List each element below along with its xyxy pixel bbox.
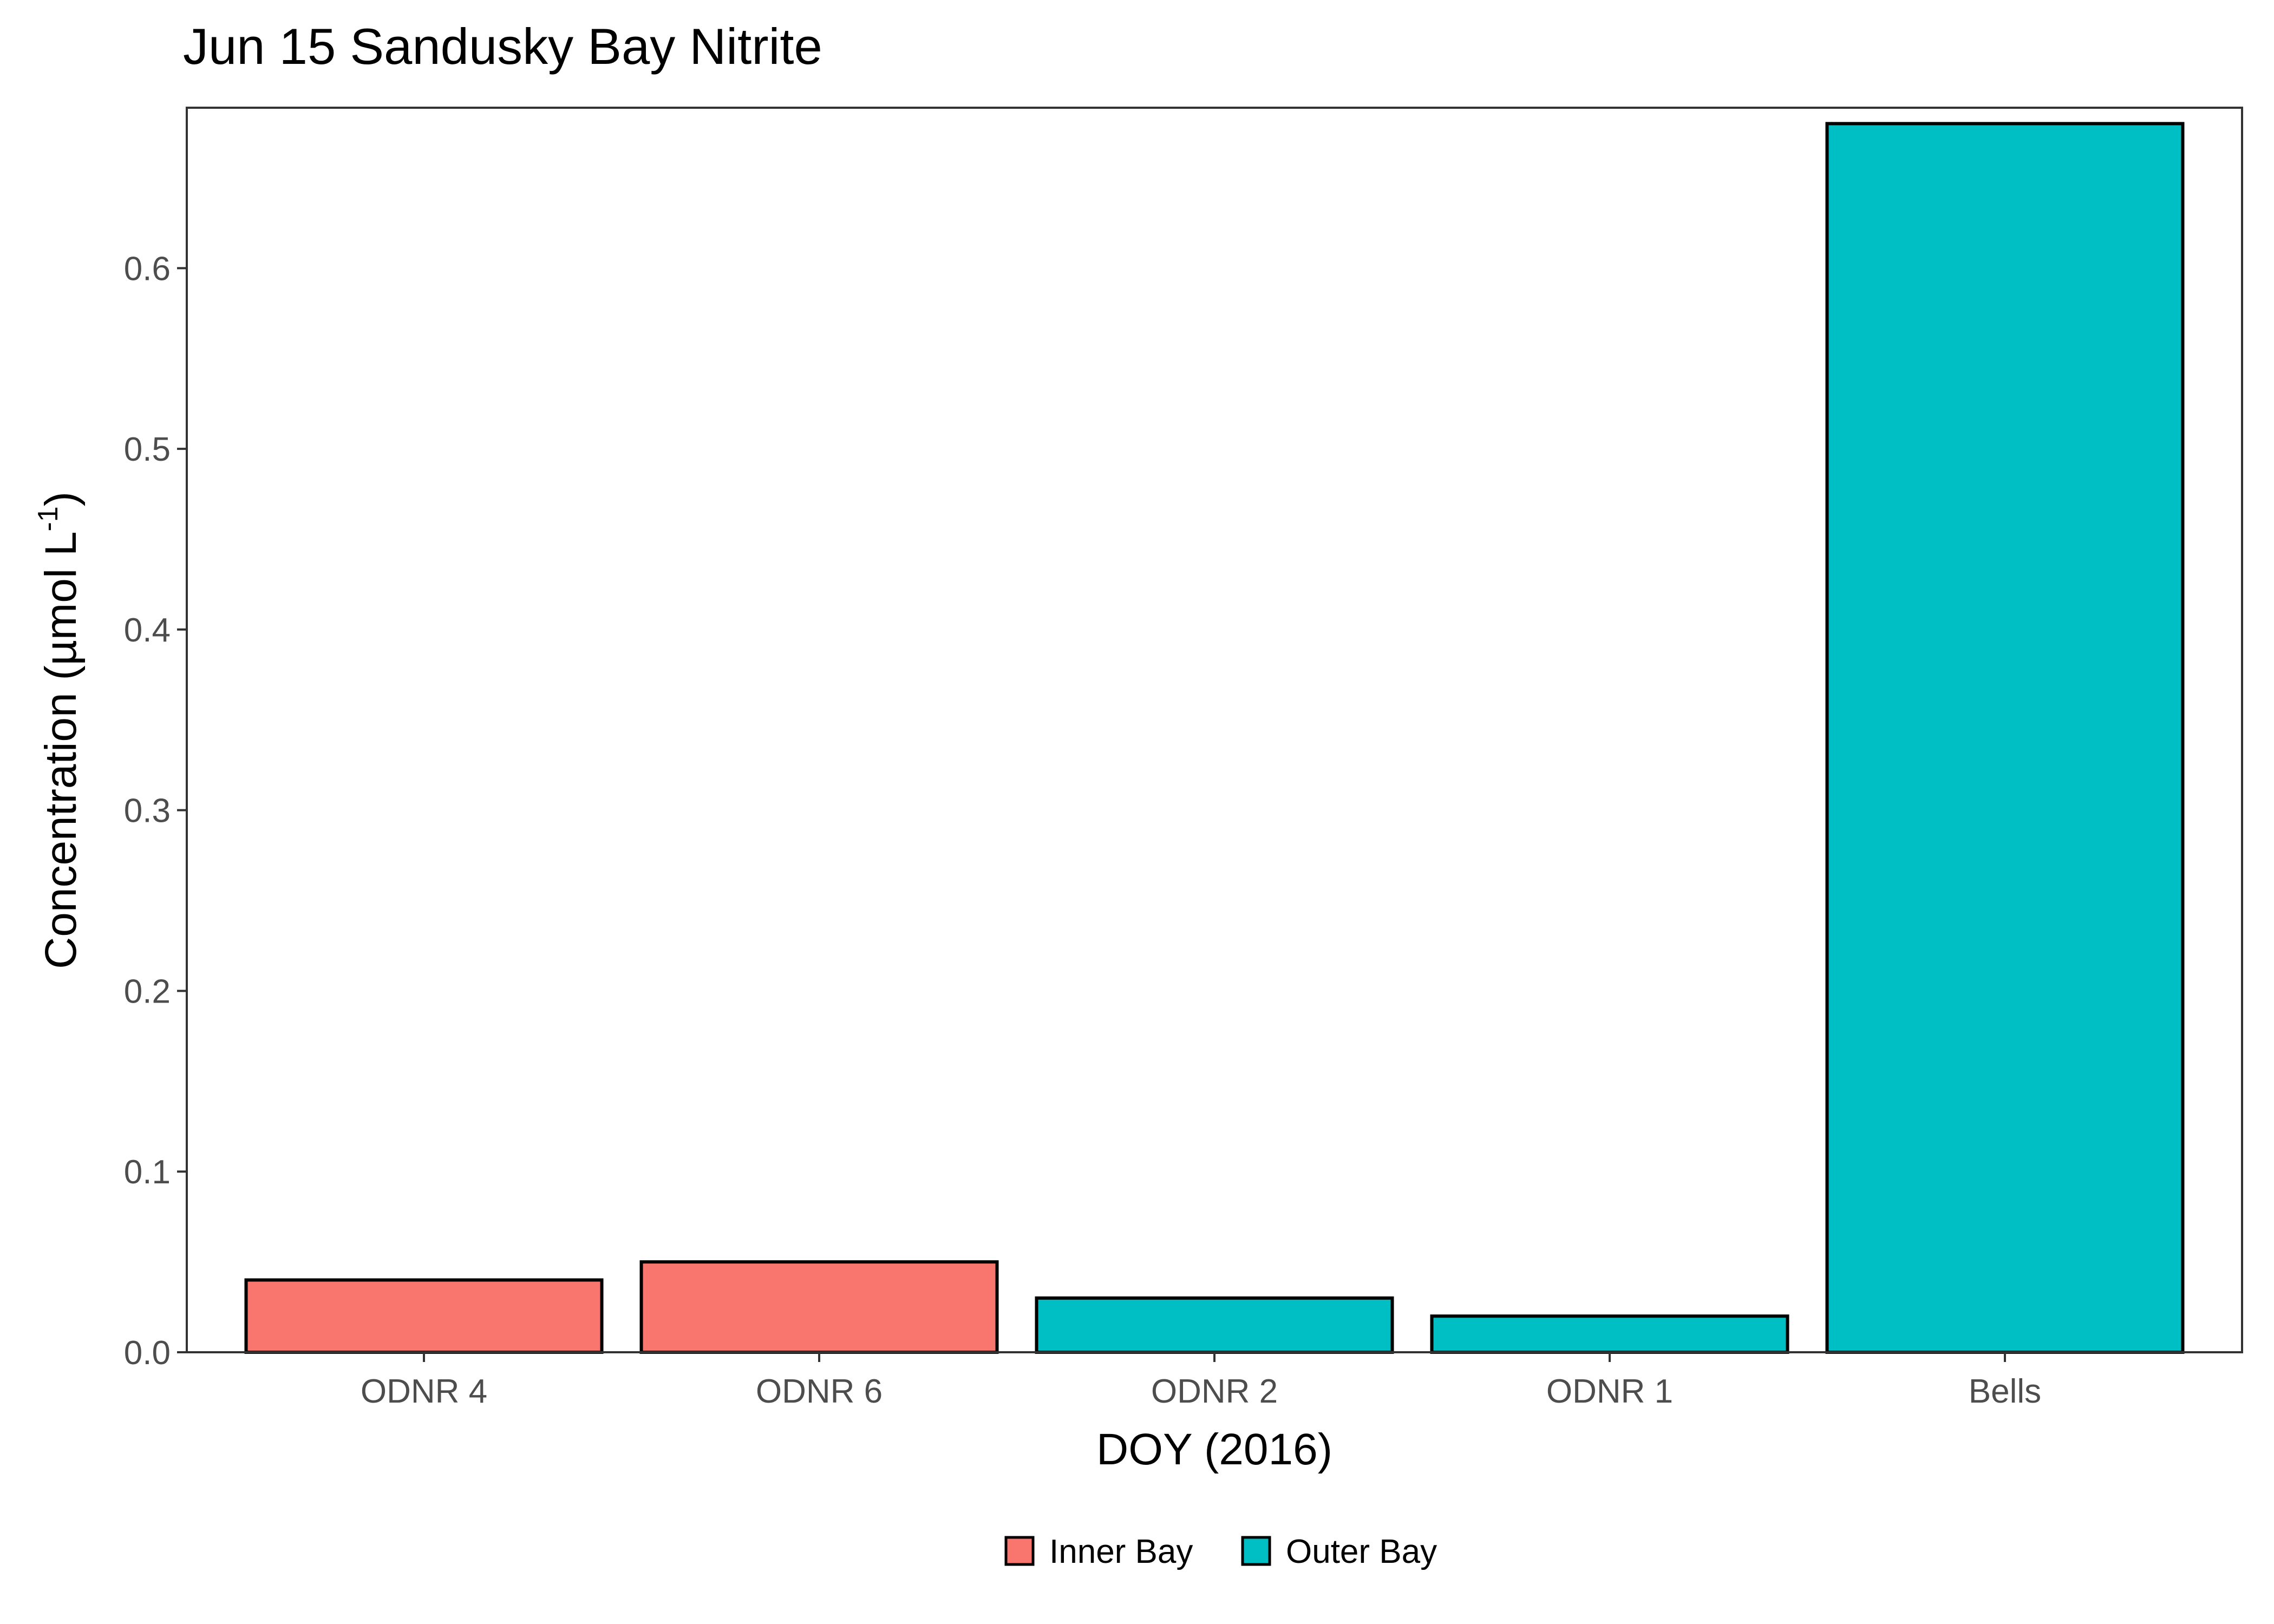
legend-label-inner-bay: Inner Bay [1049, 1533, 1193, 1570]
x-tick-label: Bells [1969, 1373, 2041, 1410]
x-tick-label: ODNR 6 [756, 1373, 883, 1410]
bar-odnr-4 [244, 1278, 604, 1354]
y-tick-label: 0.1 [124, 1154, 171, 1191]
y-axis-title-superscript: -1 [32, 506, 64, 531]
y-tick-label: 0.2 [124, 973, 171, 1010]
bar-odnr-6 [639, 1260, 999, 1354]
x-axis-title: DOY (2016) [1096, 1425, 1332, 1474]
y-tick-label: 0.0 [124, 1334, 171, 1372]
legend-key-inner-bay [1004, 1536, 1035, 1566]
y-tick-label: 0.3 [124, 793, 171, 830]
x-tick-label: ODNR 2 [1151, 1373, 1278, 1410]
legend: Inner Bay Outer Bay [1004, 1533, 1437, 1570]
y-axis-title-main: Concentration (µmol L [36, 532, 86, 969]
legend-key-outer-bay [1241, 1536, 1271, 1566]
x-tick-label: ODNR 1 [1546, 1373, 1673, 1410]
chart-title: Jun 15 Sandusky Bay Nitrite [183, 18, 822, 75]
y-tick-label: 0.6 [124, 250, 171, 287]
bar-bells [1825, 122, 2185, 1354]
bar-odnr-2 [1035, 1296, 1394, 1354]
y-tick-label: 0.4 [124, 612, 171, 649]
y-axis-title: Concentration (µmol L-1) [32, 492, 86, 969]
bars-layer [244, 122, 2185, 1354]
y-axis: 0.0 0.1 0.2 0.3 0.4 0.5 0.6 [124, 250, 187, 1372]
bar-odnr-1 [1430, 1314, 1789, 1354]
legend-label-outer-bay: Outer Bay [1286, 1533, 1437, 1570]
x-axis: ODNR 4 ODNR 6 ODNR 2 ODNR 1 Bells [361, 1352, 2041, 1410]
x-tick-label: ODNR 4 [361, 1373, 487, 1410]
y-axis-title-close: ) [36, 492, 86, 506]
y-tick-label: 0.5 [124, 431, 171, 468]
